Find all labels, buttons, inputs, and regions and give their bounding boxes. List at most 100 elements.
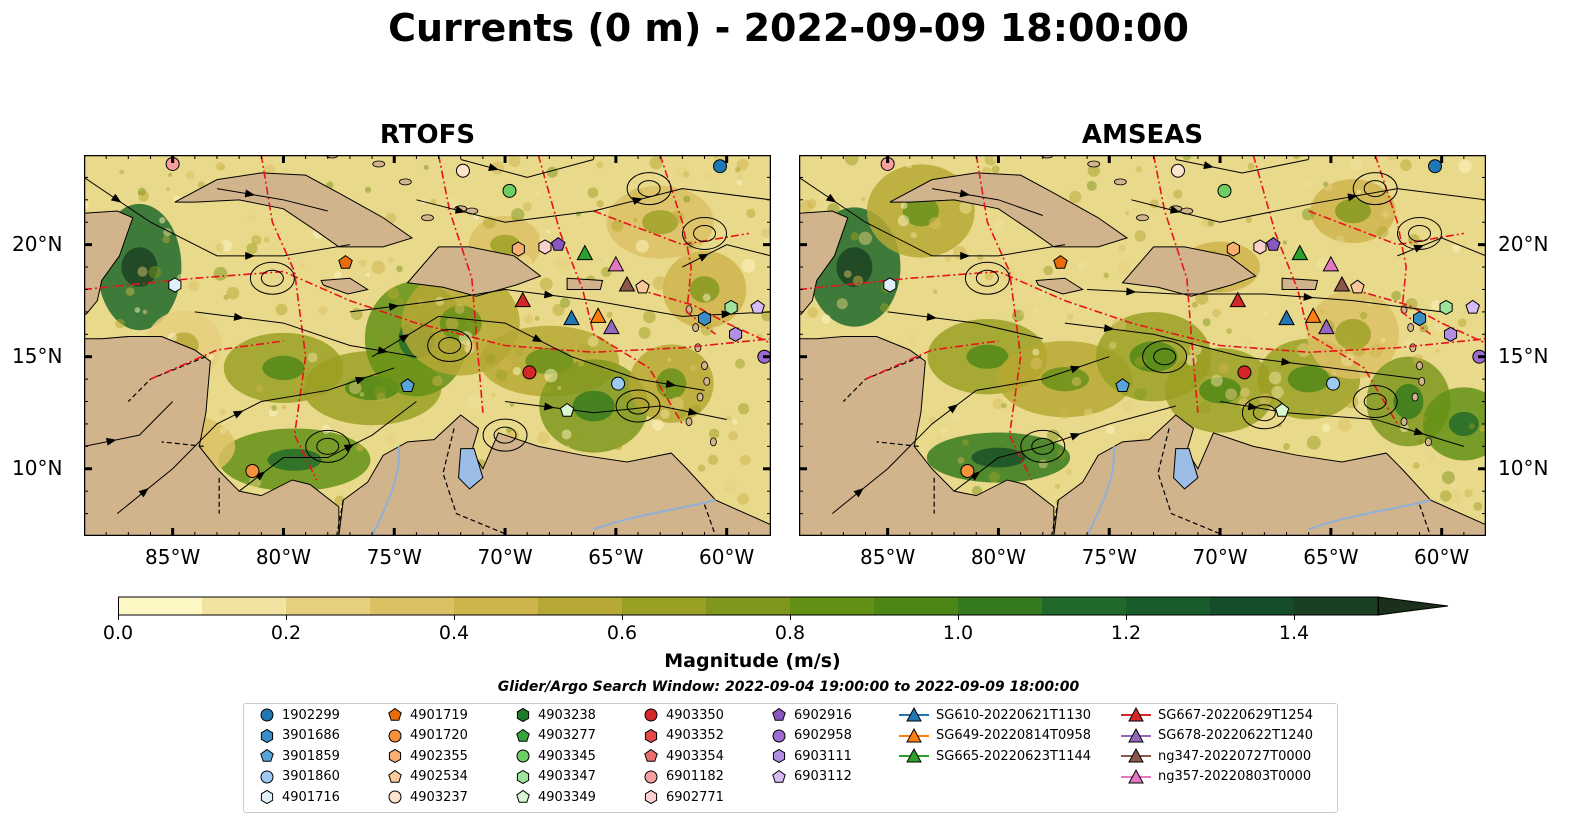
streamline-arrow xyxy=(543,290,555,299)
legend-marker-icon xyxy=(260,748,274,762)
streamline-arrow xyxy=(1413,245,1425,253)
panel-title-rtofs: RTOFS xyxy=(379,120,476,150)
obs-marker-6902771 xyxy=(538,239,552,255)
streamline xyxy=(238,401,417,492)
obs-marker-6903111 xyxy=(1444,326,1458,342)
map-rtofs[interactable] xyxy=(84,155,771,536)
map-amseas[interactable] xyxy=(799,155,1486,536)
streamline xyxy=(799,176,1066,257)
colorbar-bin xyxy=(622,597,707,615)
legend-marker-icon xyxy=(772,729,786,742)
legend-marker-icon xyxy=(260,770,274,783)
obs-marker-1902299 xyxy=(1428,159,1443,174)
legend-item: 4903237 xyxy=(386,788,468,806)
legend-marker-icon xyxy=(1121,706,1151,722)
obs-marker-3901859 xyxy=(1115,378,1130,392)
obs-marker-ng347-20220727T0000 xyxy=(618,275,636,292)
colorbar-bin xyxy=(202,597,287,615)
legend-item: 4903352 xyxy=(642,727,724,745)
colorbar-bin xyxy=(1294,597,1379,615)
colorbar-bin xyxy=(454,597,539,615)
streamline-arrow xyxy=(1126,287,1137,296)
legend-label: 4901719 xyxy=(410,707,468,723)
legend-marker-icon xyxy=(388,707,402,721)
obs-marker-4903347 xyxy=(724,299,738,315)
legend-item: 6902958 xyxy=(770,727,852,745)
colorbar-tick-label: 0.8 xyxy=(774,622,806,644)
streamline-arrow xyxy=(1281,357,1292,366)
streamline xyxy=(1397,237,1486,257)
streamline-arrow xyxy=(355,376,366,385)
colorbar xyxy=(118,596,1449,620)
legend-label: 4902534 xyxy=(410,769,468,784)
streamline-arrow xyxy=(488,163,499,172)
legend-label: 4903352 xyxy=(666,728,724,743)
legend-item: 4903350 xyxy=(642,706,724,724)
land-southam xyxy=(338,414,771,536)
streamline-arrow xyxy=(244,189,256,198)
obs-marker-4903350 xyxy=(1237,365,1252,380)
legend-item: 3901860 xyxy=(258,768,340,786)
obs-marker-4903345 xyxy=(1217,183,1232,198)
obs-marker-4903349 xyxy=(559,402,575,417)
legend-label: 3901859 xyxy=(282,748,340,764)
legend-label: ng347-20220727T0000 xyxy=(1158,748,1312,764)
streamline-arrow xyxy=(245,251,256,260)
map-frame xyxy=(799,155,1486,536)
legend-label: 3901686 xyxy=(282,728,340,743)
legend-marker-icon xyxy=(772,769,786,783)
legend-marker-icon xyxy=(516,749,530,763)
streamline-arrow xyxy=(388,302,400,311)
streamline-arrow xyxy=(947,404,959,414)
obs-marker-6902916 xyxy=(1266,236,1281,251)
colorbar-bin xyxy=(1210,597,1295,615)
streamline-arrow xyxy=(454,205,466,214)
land-hispaniola xyxy=(1121,246,1257,297)
obs-marker-SG667-20220629T1254 xyxy=(514,291,532,308)
legend-item: 6902771 xyxy=(642,788,724,806)
colorbar-label: Magnitude (m/s) xyxy=(664,650,841,672)
legend-label: 4903345 xyxy=(538,748,596,764)
lon-tick-label: 75°W xyxy=(1081,545,1137,569)
streamline xyxy=(416,188,771,223)
legend-item: 1902299 xyxy=(258,706,340,724)
legend-marker-icon xyxy=(260,708,274,722)
land-jamaica xyxy=(1035,277,1084,295)
legend-item: 4901720 xyxy=(386,727,468,745)
land-hispaniola xyxy=(406,246,542,297)
legend-label: 1902299 xyxy=(282,707,340,723)
legend-marker-icon xyxy=(516,728,530,742)
legend-marker-icon xyxy=(1121,747,1151,763)
legend-marker-icon xyxy=(388,748,402,764)
colorbar-bin xyxy=(538,597,623,615)
legend-label: 6903112 xyxy=(794,769,852,784)
lat-tick-label: 10°N xyxy=(1498,455,1549,480)
obs-marker-4903349 xyxy=(1274,402,1290,417)
legend-marker-icon xyxy=(388,729,402,742)
legend-marker-icon xyxy=(899,747,929,763)
obs-marker-4902534 xyxy=(1350,279,1365,294)
land-lakemaracaibo xyxy=(1173,448,1199,490)
legend-marker-icon xyxy=(1121,727,1151,742)
streamline xyxy=(887,311,1043,340)
obs-marker-SG610-20220621T1130 xyxy=(1278,309,1295,326)
legend-label: 4901716 xyxy=(282,789,340,805)
obs-marker-3901860 xyxy=(611,376,626,391)
land-puertorico xyxy=(566,277,604,290)
legend-label: 4903354 xyxy=(666,748,724,764)
streamline-arrow xyxy=(698,253,709,262)
lon-tick-label: 75°W xyxy=(366,545,422,569)
legend-item: 6903111 xyxy=(770,747,852,765)
obs-marker-ng357-20220803T0000 xyxy=(607,255,625,272)
obs-marker-4901716 xyxy=(168,277,182,293)
streamline xyxy=(1175,158,1309,174)
legend-label: 4903238 xyxy=(538,707,596,723)
obs-marker-SG665-20220623T1144 xyxy=(576,244,594,261)
lon-tick-label: 60°W xyxy=(1414,545,1470,569)
legend-marker-icon xyxy=(644,748,658,762)
obs-marker-3901686 xyxy=(698,311,712,327)
legend-item: SG667-20220629T1254 xyxy=(1120,706,1313,724)
legend-item: 4901716 xyxy=(258,788,340,806)
streamline xyxy=(682,244,771,268)
legend-label: 4902355 xyxy=(410,748,468,764)
